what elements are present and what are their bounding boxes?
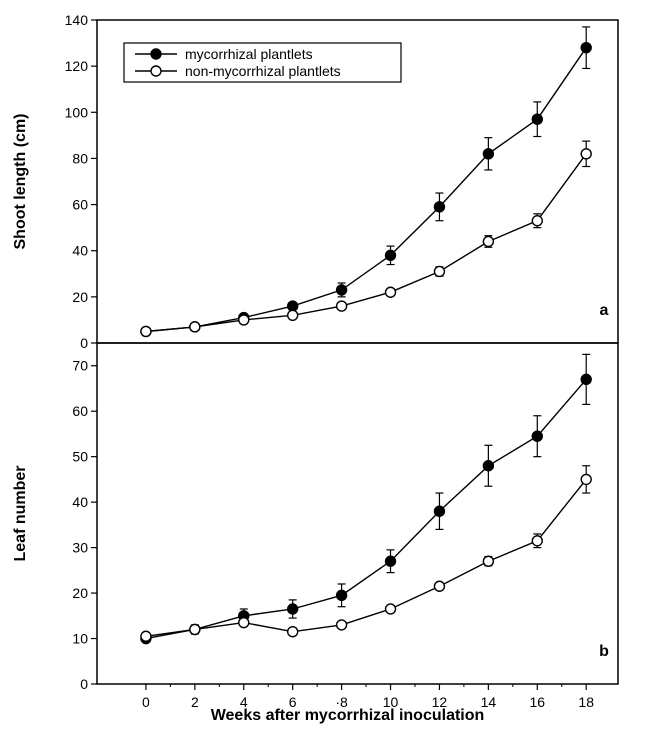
y-tick-label: 30 [72,540,88,556]
data-point-non-mycorrhizal [238,314,250,326]
x-tick-label: 14 [481,694,497,710]
x-tick-label: ·8 [335,694,348,710]
x-tick-label: 6 [289,694,297,710]
data-point-non-mycorrhizal [482,555,495,567]
data-point-non-mycorrhizal [580,148,592,160]
legend-marker [150,48,162,60]
data-point-mycorrhizal [335,284,348,296]
y-tick-label: 80 [72,150,88,166]
data-point-non-mycorrhizal [189,321,201,333]
data-point-mycorrhizal [286,603,299,615]
series-line-non-mycorrhizal [145,478,587,637]
legend-label: non-mycorrhizal plantlets [185,63,341,79]
y-tick-label: 60 [72,197,88,213]
y-tick-label: 60 [72,403,88,419]
y-axis-title: Leaf number [12,465,29,561]
x-tick-label: 10 [383,694,399,710]
y-tick-label: 120 [65,58,89,74]
data-point-non-mycorrhizal [531,215,543,227]
data-point-non-mycorrhizal [531,535,543,547]
y-tick-label: 40 [72,494,88,510]
data-point-non-mycorrhizal [238,616,250,629]
data-point-non-mycorrhizal [189,623,201,636]
data-point-non-mycorrhizal [140,325,152,338]
data-point-mycorrhizal [433,505,446,517]
y-axis-title: Shoot length (cm) [12,114,29,250]
data-point-non-mycorrhizal [482,235,495,248]
data-point-mycorrhizal [384,249,397,262]
data-point-non-mycorrhizal [433,265,446,278]
y-tick-label: 100 [65,104,89,120]
data-point-non-mycorrhizal [335,619,348,631]
data-point-mycorrhizal [531,113,543,125]
data-point-mycorrhizal [482,148,495,160]
data-point-non-mycorrhizal [384,603,397,615]
y-tick-label: 20 [72,289,88,305]
panel-letter: a [600,302,609,319]
data-point-mycorrhizal [433,201,446,213]
data-point-mycorrhizal [335,589,348,602]
y-tick-label: 0 [80,335,88,351]
x-tick-label: 4 [240,694,248,710]
legend-box [123,42,402,83]
y-tick-label: 140 [65,12,89,28]
series-line-mycorrhizal [145,47,587,333]
data-point-mycorrhizal [482,460,495,472]
panel-frame-b [96,342,619,685]
data-point-non-mycorrhizal [335,300,348,312]
legend-marker [150,65,162,77]
x-tick-label: 2 [191,694,199,710]
x-tick-label: 12 [432,694,448,710]
data-point-mycorrhizal [384,555,397,567]
data-point-mycorrhizal [580,373,592,386]
data-point-mycorrhizal [531,430,543,442]
x-tick-label: 18 [578,694,594,710]
x-tick-label: 16 [529,694,545,710]
data-point-non-mycorrhizal [580,473,592,486]
data-point-non-mycorrhizal [286,309,299,322]
legend-label: mycorrhizal plantlets [185,46,313,62]
series-line-mycorrhizal [145,378,587,640]
data-point-mycorrhizal [286,300,299,312]
panel-letter: b [599,643,609,660]
data-point-non-mycorrhizal [384,286,397,298]
y-tick-label: 0 [80,676,88,692]
y-tick-label: 40 [72,243,88,259]
data-point-non-mycorrhizal [286,626,299,638]
y-tick-label: 50 [72,449,88,465]
data-point-non-mycorrhizal [433,580,446,592]
data-point-non-mycorrhizal [140,630,152,642]
y-tick-label: 10 [72,631,88,647]
x-axis-title: Weeks after mycorrhizal inoculation [211,707,485,724]
y-tick-label: 20 [72,585,88,601]
data-point-mycorrhizal [580,41,592,54]
series-line-non-mycorrhizal [145,153,587,333]
x-tick-label: 0 [142,694,150,710]
y-tick-label: 70 [72,358,88,374]
